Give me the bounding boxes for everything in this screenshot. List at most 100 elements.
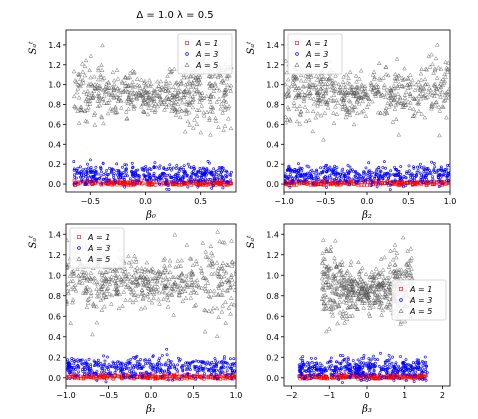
point-a5 — [165, 304, 171, 309]
point-a5 — [153, 275, 159, 280]
point-a3 — [352, 369, 356, 373]
point-a5 — [147, 289, 153, 294]
point-a5 — [346, 291, 352, 296]
point-a5 — [140, 277, 146, 282]
point-a3 — [81, 168, 85, 172]
point-a5 — [92, 110, 98, 115]
point-a1 — [209, 374, 213, 378]
point-a5 — [159, 281, 165, 286]
x-tick-label: 0.0 — [139, 197, 152, 206]
point-a3 — [224, 173, 227, 177]
point-a5 — [363, 113, 369, 118]
point-a5 — [369, 269, 375, 274]
point-a3 — [128, 366, 132, 370]
point-a5 — [188, 256, 194, 261]
point-a5 — [206, 293, 212, 298]
point-a5 — [426, 89, 431, 94]
point-a3 — [213, 370, 217, 374]
point-a5 — [127, 75, 133, 80]
point-a3 — [120, 176, 124, 180]
point-a5 — [393, 262, 398, 267]
point-a5 — [145, 294, 150, 299]
point-a5 — [353, 105, 358, 110]
point-a3 — [306, 368, 310, 372]
point-a3 — [212, 365, 216, 369]
point-a3 — [394, 374, 398, 378]
point-a3 — [356, 358, 360, 362]
point-a5 — [201, 275, 206, 280]
point-a5 — [108, 276, 113, 281]
point-a3 — [72, 160, 76, 163]
point-a3 — [346, 356, 350, 360]
point-a5 — [346, 304, 351, 309]
point-a3 — [102, 363, 105, 367]
point-a1 — [211, 181, 215, 185]
point-a5 — [130, 83, 135, 88]
point-a5 — [346, 277, 352, 282]
point-a5 — [328, 95, 334, 100]
point-a3 — [185, 173, 189, 177]
point-a5 — [388, 248, 393, 253]
point-a3 — [222, 357, 226, 361]
point-a5 — [145, 90, 151, 95]
point-a5 — [359, 82, 364, 87]
point-a5 — [191, 125, 196, 130]
point-a3 — [182, 167, 186, 171]
point-a3 — [226, 181, 230, 184]
point-a3 — [106, 355, 109, 359]
point-a3 — [142, 364, 146, 368]
point-a1 — [115, 180, 119, 185]
point-a5 — [160, 101, 165, 106]
point-a5 — [187, 110, 192, 115]
point-a3 — [225, 369, 229, 373]
point-a5 — [394, 116, 399, 121]
point-a5 — [145, 98, 151, 103]
point-a5 — [175, 283, 181, 288]
point-a3 — [229, 178, 233, 182]
point-a3 — [81, 175, 85, 179]
point-a3 — [116, 176, 120, 180]
point-a5 — [140, 101, 146, 106]
point-a5 — [85, 83, 91, 88]
point-a5 — [336, 269, 342, 274]
point-a5 — [353, 90, 358, 95]
point-a3 — [210, 360, 214, 364]
point-a3 — [383, 361, 387, 365]
point-a5 — [158, 98, 164, 103]
y-tick-label: 0.0 — [48, 374, 61, 383]
point-a5 — [203, 254, 209, 259]
point-a1 — [115, 374, 119, 378]
point-a1 — [390, 375, 394, 380]
point-a5 — [403, 102, 409, 107]
point-a3 — [135, 178, 138, 182]
point-a5 — [228, 274, 234, 279]
point-a3 — [399, 369, 403, 373]
point-a3 — [424, 367, 428, 371]
point-a3 — [314, 173, 318, 177]
y-tick-label: 0.2 — [48, 160, 61, 169]
point-a3 — [223, 360, 227, 364]
point-a5 — [138, 275, 143, 280]
point-a3 — [91, 370, 94, 374]
point-a5 — [150, 269, 156, 274]
point-a5 — [413, 82, 419, 87]
point-a5 — [162, 107, 167, 112]
point-a5 — [331, 306, 336, 311]
legend-label: A = 5 — [195, 61, 218, 70]
point-a5 — [190, 99, 195, 104]
point-a3 — [357, 373, 361, 377]
point-a3 — [123, 185, 127, 189]
point-a3 — [111, 360, 115, 364]
point-a5 — [378, 256, 384, 261]
point-a3 — [402, 363, 406, 367]
point-a5 — [183, 82, 188, 87]
point-a5 — [151, 93, 156, 98]
legend-label: A = 1 — [195, 39, 218, 48]
point-a3 — [192, 165, 196, 168]
point-a3 — [125, 163, 128, 167]
point-a5 — [228, 295, 234, 300]
point-a5 — [363, 271, 369, 276]
point-a3 — [117, 169, 120, 172]
point-a3 — [333, 173, 337, 176]
point-a3 — [333, 365, 337, 369]
